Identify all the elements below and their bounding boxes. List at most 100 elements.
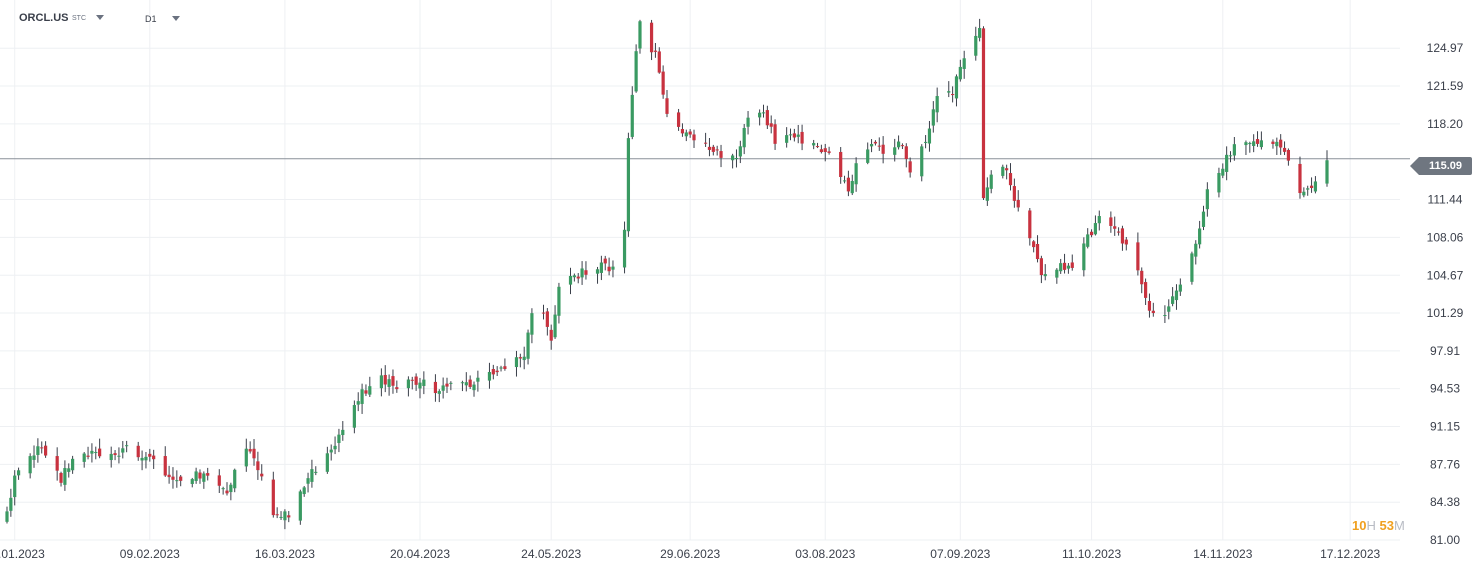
candle-bearish	[152, 455, 156, 460]
candle-bearish	[823, 148, 827, 152]
candle-bullish	[310, 469, 314, 482]
candle-bearish	[1255, 139, 1260, 144]
candle-bullish	[958, 66, 962, 80]
candle-bullish	[1174, 290, 1179, 301]
candle-bullish	[985, 187, 989, 201]
candle-bullish	[437, 391, 441, 394]
candle-bearish	[167, 474, 171, 478]
candle-bullish	[441, 385, 445, 391]
date-tick-label: 11.10.2023	[1062, 547, 1121, 561]
candle-bearish	[391, 376, 395, 386]
candle-bullish	[140, 457, 144, 461]
candle-bullish	[896, 141, 901, 148]
candle-bullish	[341, 429, 345, 436]
price-tick-label: 94.53	[1430, 382, 1460, 396]
candle-bullish	[1059, 263, 1063, 272]
candle-bullish	[298, 491, 302, 521]
candle-bearish	[692, 134, 696, 141]
countdown-minutes: 53	[1379, 518, 1394, 533]
candle-bullish	[1275, 141, 1279, 147]
symbol-dropdown-chevron-icon[interactable]	[96, 15, 104, 20]
candle-bearish	[1089, 231, 1094, 236]
candle-bullish	[418, 382, 422, 389]
candle-bearish	[59, 473, 63, 483]
candle-bullish	[360, 389, 364, 404]
price-tag-pointer	[1410, 157, 1419, 175]
interval-dropdown-chevron-icon[interactable]	[172, 16, 180, 21]
candle-bullish	[1244, 142, 1248, 146]
candle-bullish	[1205, 189, 1209, 210]
candle-bearish	[1271, 141, 1275, 144]
candle-bullish	[1178, 284, 1182, 292]
candle-bullish	[283, 511, 287, 521]
candle-bullish	[36, 446, 40, 455]
candle-bullish	[1325, 160, 1329, 184]
candle-bearish	[1008, 173, 1013, 186]
candle-bullish	[568, 275, 573, 285]
price-tick-label: 118.20	[1427, 117, 1463, 131]
candle-bullish	[935, 96, 939, 113]
candle-bearish	[395, 387, 399, 390]
instrument-type-label: STC	[72, 15, 86, 22]
candle-bullish	[194, 471, 198, 481]
candle-bullish	[738, 146, 742, 157]
candle-bearish	[827, 151, 831, 153]
candle-bearish	[719, 151, 723, 158]
candle-bearish	[951, 94, 955, 96]
candle-bullish	[869, 144, 874, 147]
candle-bullish	[1167, 306, 1171, 312]
candle-bearish	[1005, 168, 1009, 171]
candle-bullish	[1082, 243, 1086, 271]
date-tick-label: 24.05.2023	[521, 547, 581, 561]
interval-selector[interactable]: D1	[145, 14, 157, 24]
candle-bearish	[503, 366, 507, 369]
price-axis: 124.97 121.59 118.20 111.44 108.06 104.67 101.…	[1427, 41, 1464, 547]
candle-bullish	[1232, 144, 1236, 156]
candle-bullish	[731, 155, 735, 161]
candle-bullish	[553, 314, 557, 338]
candle-bearish	[1309, 185, 1314, 189]
candle-bearish	[1070, 262, 1074, 268]
candle-bearish	[275, 514, 279, 516]
price-tick-label: 84.38	[1430, 495, 1460, 509]
candle-bearish	[1136, 242, 1140, 271]
candle-bearish	[1039, 258, 1043, 276]
candle-bullish	[487, 371, 492, 381]
candle-bullish	[422, 379, 426, 386]
candle-bearish	[676, 112, 681, 127]
chart-toolbar: ORCL.US STC D1	[0, 0, 400, 34]
candle-bearish	[1113, 226, 1117, 229]
candle-bearish	[541, 312, 546, 314]
countdown-minutes-unit: M	[1393, 518, 1405, 533]
candle-bearish	[800, 131, 804, 144]
candle-bearish	[1116, 231, 1121, 233]
candle-bearish	[148, 453, 152, 457]
candle-bearish	[815, 146, 820, 148]
candle-bearish	[881, 144, 885, 154]
candle-bullish	[175, 480, 179, 482]
candle-bearish	[271, 479, 275, 516]
candle-bullish	[302, 487, 306, 495]
candle-bearish	[576, 276, 580, 279]
candle-bullish	[1190, 253, 1194, 282]
date-tick-label: 07.09.2023	[930, 547, 990, 561]
candle-bearish	[217, 475, 221, 486]
candle-bearish	[877, 145, 881, 147]
candle-bullish	[684, 132, 688, 137]
candle-bullish	[221, 488, 225, 490]
candle-bullish	[1225, 154, 1229, 172]
candle-bullish	[599, 262, 603, 273]
candle-bearish	[1279, 139, 1283, 148]
candle-bullish	[611, 266, 615, 270]
candles	[5, 18, 1329, 530]
candle-bearish	[665, 98, 669, 114]
candle-bearish	[1120, 228, 1125, 244]
candle-bullish	[94, 452, 98, 454]
date-tick-label: 05.01.2023	[0, 547, 45, 561]
candle-bullish	[626, 138, 631, 232]
candle-bullish	[406, 379, 411, 389]
candle-bullish	[850, 181, 854, 194]
symbol-selector[interactable]: ORCL.US	[19, 12, 69, 24]
